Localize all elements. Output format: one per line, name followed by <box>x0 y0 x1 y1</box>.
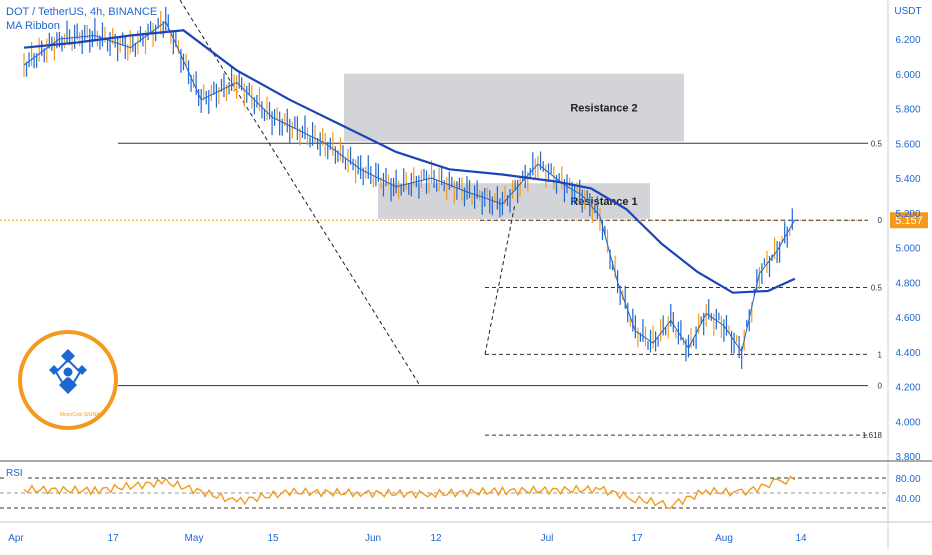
badge-diamond-top <box>61 349 75 363</box>
time-tick-label: Apr <box>8 533 24 544</box>
badge-coin-icon <box>62 366 74 378</box>
price-tick-label: 4.600 <box>895 313 920 324</box>
chart-title: DOT / TetherUS, 4h, BINANCE <box>4 6 160 18</box>
time-tick-label: 17 <box>107 533 119 544</box>
axes: 5.157 USDT 6.200 6.000 5.800 5.600 5.400 5.200 5… <box>8 6 928 544</box>
time-tick-label: 14 <box>795 533 807 544</box>
price-tick-label: 4.800 <box>895 278 920 289</box>
rsi-panel: 80.00 40.00 <box>0 474 921 510</box>
fib-label-4: 0 <box>878 382 883 391</box>
price-tick-label: 5.000 <box>895 244 920 255</box>
price-tick-label: 3.800 <box>895 452 920 463</box>
price-tick-label: 5.200 <box>895 209 920 220</box>
current-price-value: 5.157 <box>895 215 923 227</box>
time-tick-label: 12 <box>430 533 442 544</box>
resistance-zones: Resistance 2 Resistance 1 <box>344 73 684 219</box>
price-tick-label: 5.400 <box>895 174 920 185</box>
rsi-line <box>23 475 796 510</box>
uptrend-line <box>484 203 516 355</box>
fib-label-3: 1 <box>878 350 883 359</box>
price-tick-label: 4.000 <box>895 417 920 428</box>
rsi-label: RSI <box>4 468 25 479</box>
ma-ribbon-line <box>23 29 796 294</box>
resistance-zone-label-1: Resistance 2 <box>570 103 637 115</box>
price-series <box>23 6 796 369</box>
fib-label-1: 0 <box>878 216 883 225</box>
badge-diamond-bottom <box>59 376 77 394</box>
resistance-zone-label-2: Resistance 1 <box>570 196 637 208</box>
badge-chevron <box>54 358 82 394</box>
price-tick-label: 5.800 <box>895 105 920 116</box>
axis-currency: USDT <box>894 6 921 17</box>
price-tick-label: 5.600 <box>895 139 920 150</box>
indicator-label: MA Ribbon <box>4 20 62 32</box>
resistance-zone-1 <box>344 73 684 142</box>
fib-label-5: 1.618 <box>862 431 883 440</box>
fib-label-0: 0.5 <box>871 139 883 148</box>
current-price-tag <box>890 212 928 229</box>
badge-text: MonoCoin SIGNAL <box>59 412 103 418</box>
fib-lines: 0.5 0 0.5 1 0 1.618 <box>0 0 883 440</box>
time-tick-label: Jun <box>365 533 381 544</box>
time-tick-label: May <box>185 533 204 544</box>
time-tick-label: 17 <box>631 533 643 544</box>
price-tick-label: 6.200 <box>895 35 920 46</box>
price-tick-label: 4.200 <box>895 383 920 394</box>
price-tick-label: 4.400 <box>895 348 920 359</box>
rsi-tick-label: 80.00 <box>895 474 920 485</box>
downtrend-line <box>179 0 421 386</box>
time-tick-label: Aug <box>715 533 733 544</box>
monocoin-badge <box>18 330 118 430</box>
price-tick-label: 6.000 <box>895 70 920 81</box>
time-tick-label: 15 <box>267 533 279 544</box>
rsi-tick-label: 40.00 <box>895 494 920 505</box>
fib-label-2: 0.5 <box>871 283 883 292</box>
resistance-zone-2 <box>378 183 650 219</box>
price-line <box>23 20 796 353</box>
time-tick-label: Jul <box>541 533 554 544</box>
